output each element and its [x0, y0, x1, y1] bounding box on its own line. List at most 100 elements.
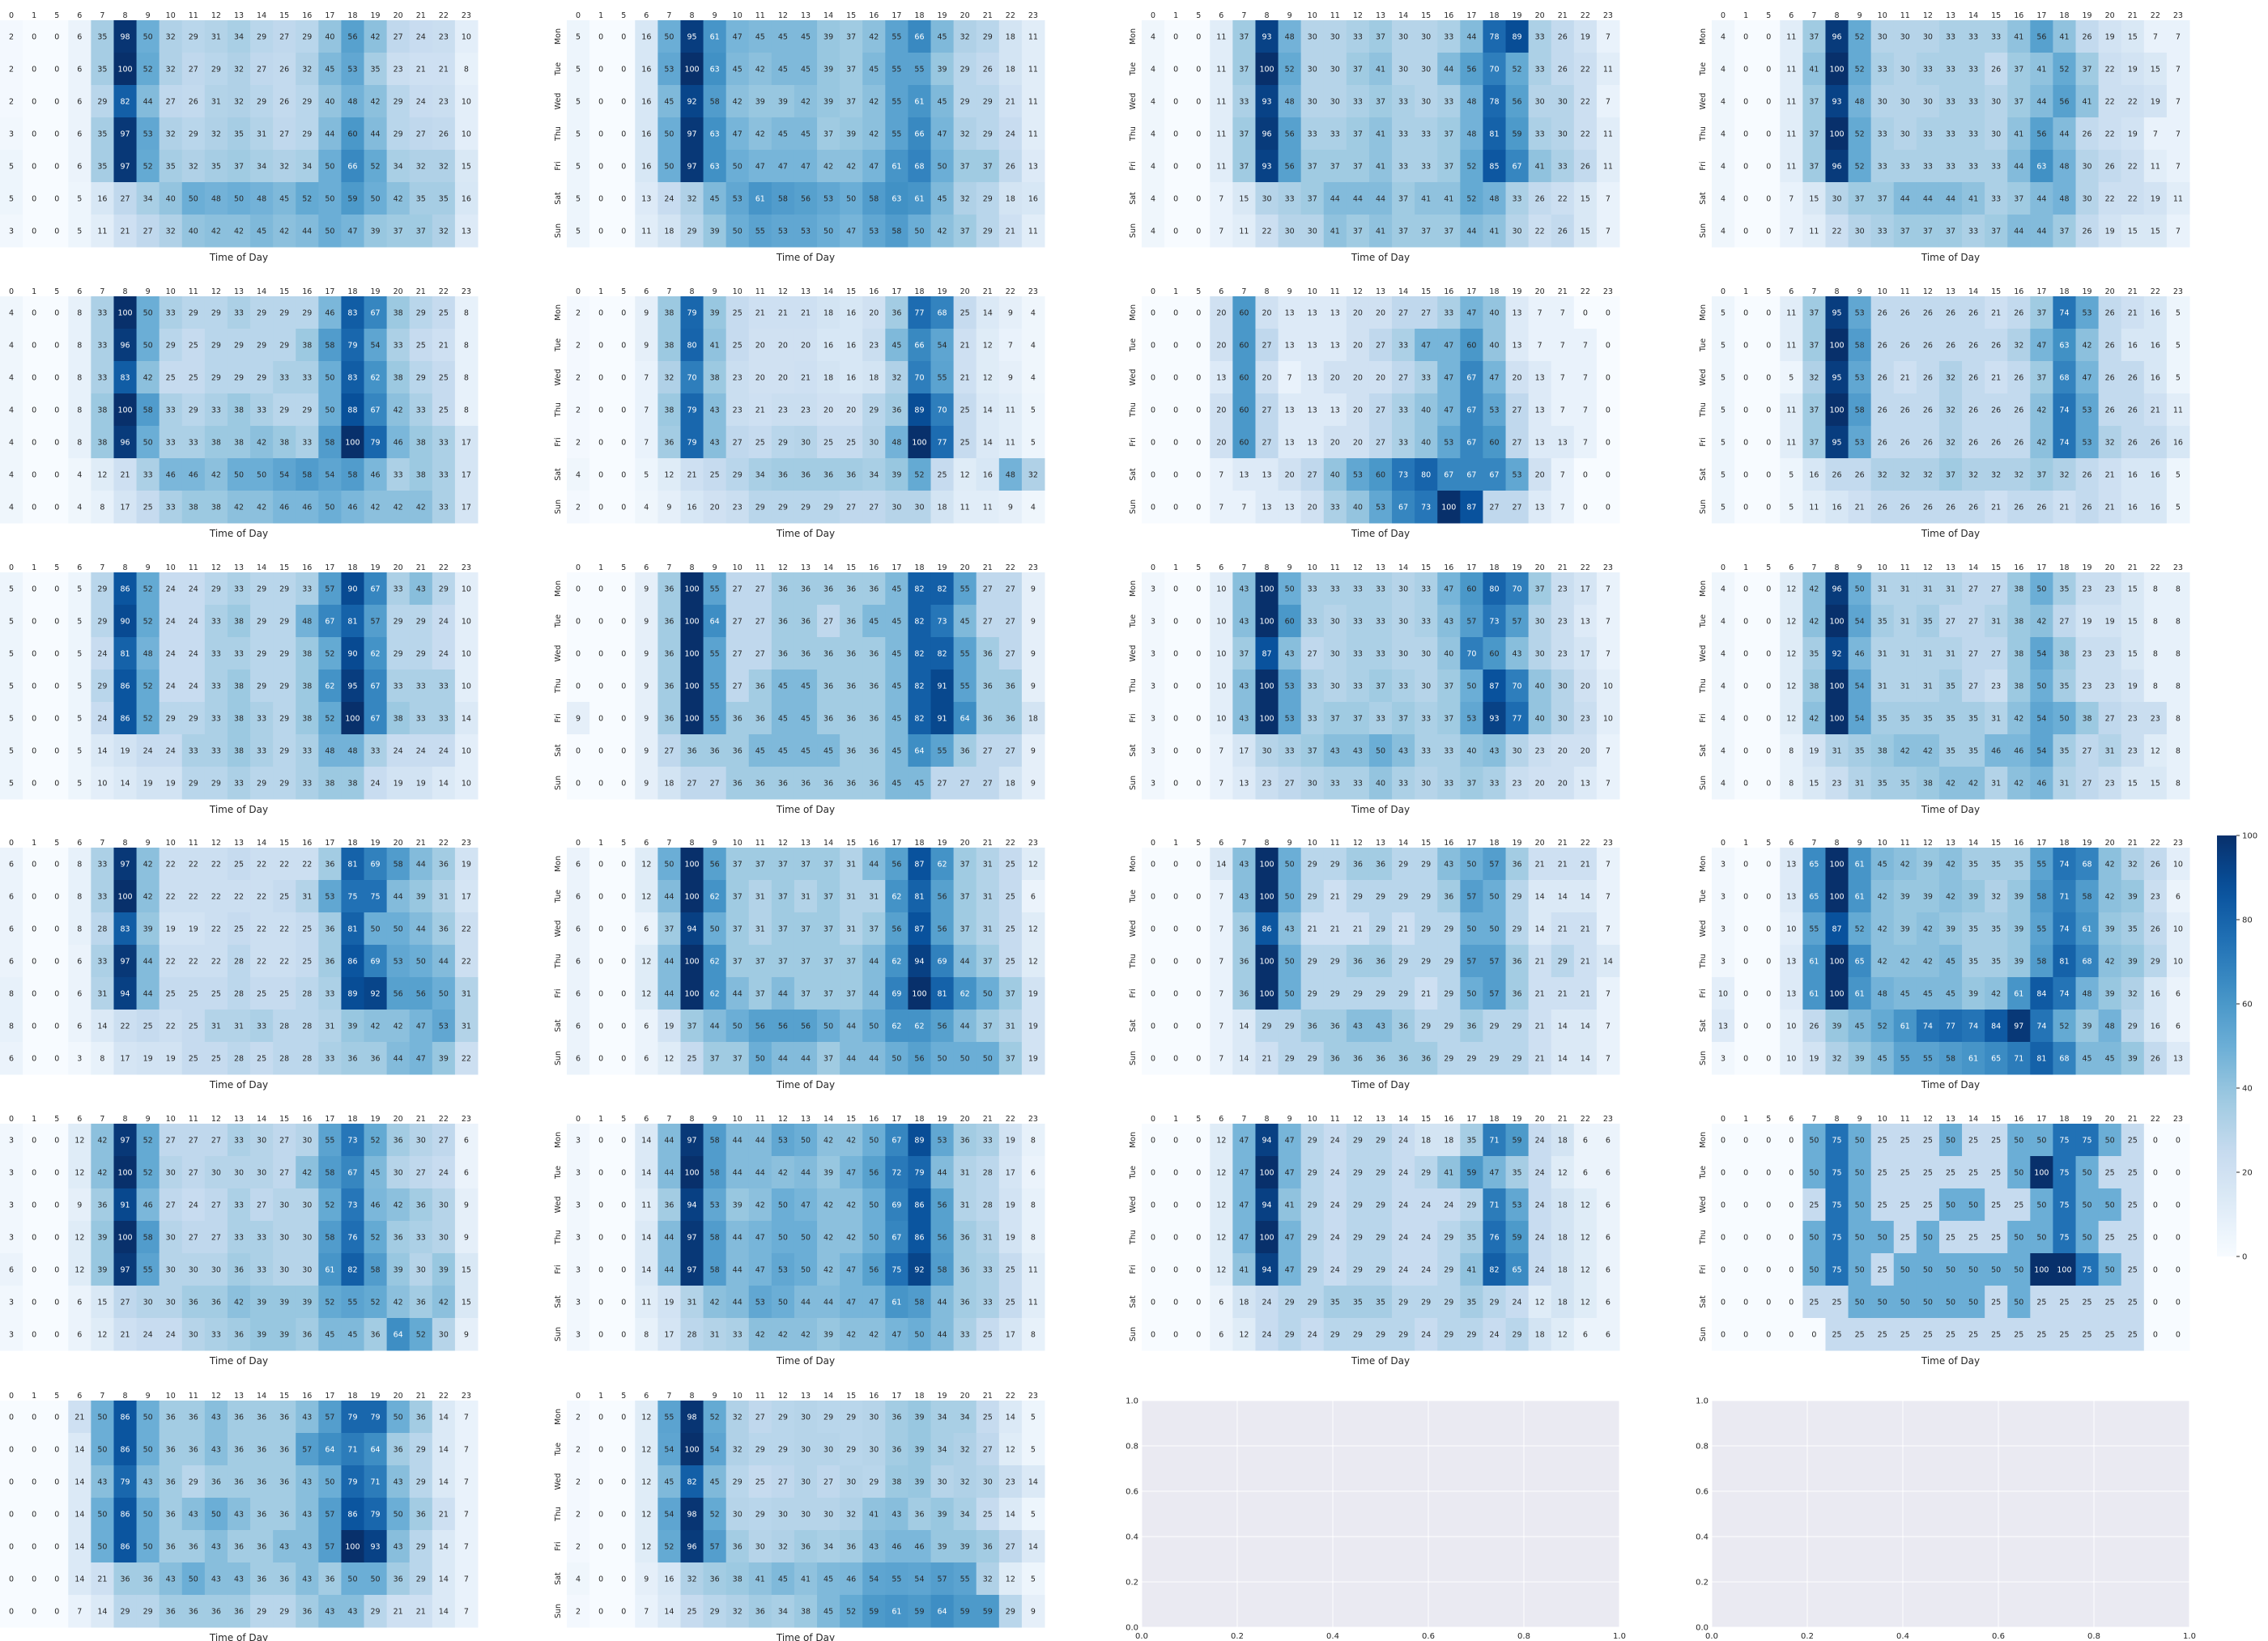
cell-label: 33	[302, 747, 312, 756]
cell-label: 0	[1173, 439, 1178, 448]
cell-label: 13	[1308, 374, 1317, 383]
x-tick-label: 5	[1196, 11, 1201, 20]
cell-label: 57	[1489, 990, 1499, 999]
cell-label: 0	[1766, 163, 1771, 172]
heatmap-cell	[635, 85, 658, 118]
cell-label: 38	[1878, 747, 1887, 756]
cell-label: 45	[778, 682, 788, 691]
cell-label: 39	[938, 66, 947, 74]
cell-label: 33	[1878, 227, 1887, 236]
cell-label: 0	[1766, 33, 1771, 42]
cell-label: 16	[2151, 309, 2160, 318]
cell-label: 37	[1006, 1055, 1015, 1064]
cell-label: 50	[733, 163, 743, 172]
cell-label: 29	[1444, 1055, 1453, 1064]
cell-label: 37	[823, 893, 833, 902]
cell-label: 93	[1832, 98, 1841, 107]
cell-label: 60	[1239, 406, 1249, 415]
heatmap-cell	[0, 85, 23, 118]
cell-label: 39	[1900, 893, 1910, 902]
x-tick-label: 18	[914, 563, 924, 572]
cell-label: 100	[345, 439, 360, 448]
cell-label: 42	[2036, 618, 2046, 627]
cell-label: 36	[846, 618, 856, 627]
cell-label: 15	[2151, 780, 2160, 789]
cell-label: 29	[257, 374, 266, 383]
cell-label: 60	[1489, 439, 1499, 448]
cell-label: 23	[869, 342, 879, 351]
cell-label: 33	[1535, 130, 1545, 139]
x-tick-label: 7	[1241, 287, 1246, 296]
cell-label: 14	[983, 406, 993, 415]
cell-label: 22	[166, 958, 176, 967]
cell-label: 62	[960, 990, 970, 999]
heatmap-cell	[1210, 182, 1233, 215]
cell-label: 47	[1421, 342, 1431, 351]
cell-label: 23	[1558, 650, 1568, 659]
cell-label: 52	[302, 195, 312, 204]
cell-label: 25	[960, 406, 970, 415]
heatmap-cell	[930, 85, 955, 118]
cell-label: 43	[1353, 1022, 1363, 1031]
cell-label: 12	[641, 958, 651, 967]
heatmap-cell	[840, 215, 863, 248]
cell-label: 50	[664, 163, 674, 172]
cell-label: 33	[1285, 195, 1295, 204]
cell-label: 16	[641, 163, 651, 172]
cell-label: 33	[302, 374, 312, 383]
heatmap-cell	[113, 53, 138, 86]
cell-label: 45	[891, 780, 901, 789]
cell-label: 0	[54, 715, 59, 724]
heatmap-cell	[250, 53, 274, 86]
cell-label: 21	[120, 471, 130, 480]
cell-label: 0	[1151, 1055, 1155, 1064]
heatmap-cell	[1346, 85, 1370, 118]
cell-label: 37	[846, 98, 856, 107]
cell-label: 25	[302, 925, 312, 934]
cell-label: 31	[846, 861, 856, 869]
cell-label: 20	[1262, 309, 1271, 318]
cell-label: 44	[664, 958, 674, 967]
cell-label: 23	[733, 504, 743, 512]
cell-label: 15	[2128, 618, 2138, 627]
heatmap-cell	[862, 117, 886, 151]
cell-label: 0	[32, 990, 36, 999]
cell-label: 48	[347, 747, 357, 756]
heatmap-cell	[1962, 20, 1985, 53]
cell-label: 37	[846, 990, 856, 999]
cell-label: 30	[1421, 780, 1431, 789]
heatmap-cell	[204, 215, 228, 248]
heatmap-cell	[1278, 85, 1302, 118]
y-tick-label: Tue	[1129, 338, 1138, 352]
cell-label: 0	[32, 309, 36, 318]
heatmap-cell	[204, 20, 228, 53]
y-tick-label: Sat	[1699, 468, 1708, 481]
cell-label: 27	[1991, 585, 2001, 594]
x-tick-label: 15	[846, 563, 856, 572]
cell-label: 19	[166, 925, 176, 934]
cell-label: 95	[1832, 309, 1841, 318]
cell-label: 0	[576, 682, 581, 691]
cell-label: 60	[1489, 650, 1499, 659]
cell-label: 2	[9, 98, 14, 107]
heatmap-cell	[45, 117, 69, 151]
heatmap-cell	[1021, 85, 1045, 118]
heatmap-cell	[1346, 215, 1370, 248]
cell-label: 67	[371, 715, 381, 724]
cell-label: 29	[394, 618, 403, 627]
cell-label: 39	[2014, 925, 2023, 934]
cell-label: 10	[1216, 682, 1226, 691]
cell-label: 0	[621, 66, 626, 74]
cell-label: 16	[1832, 504, 1841, 512]
cell-label: 16	[823, 342, 833, 351]
heatmap-cell	[204, 117, 228, 151]
cell-label: 0	[1196, 374, 1201, 383]
cell-label: 42	[1809, 618, 1819, 627]
cell-label: 37	[983, 163, 993, 172]
cell-label: 20	[1558, 747, 1568, 756]
cell-label: 7	[1606, 1055, 1611, 1064]
cell-label: 83	[120, 374, 130, 383]
cell-label: 56	[801, 195, 811, 204]
x-tick-label: 19	[2083, 563, 2092, 572]
heatmap-cell	[318, 85, 342, 118]
